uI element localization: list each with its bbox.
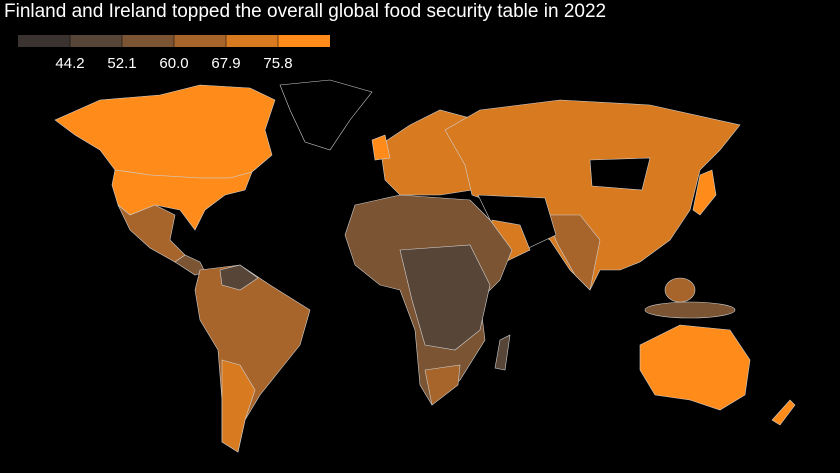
central-africa	[399, 244, 491, 351]
legend-tick-label: 75.8	[263, 55, 292, 72]
legend-tick-label: 52.1	[107, 55, 136, 72]
south-america	[194, 264, 311, 453]
new-zealand	[771, 399, 796, 426]
south-africa	[424, 364, 461, 406]
japan	[692, 169, 717, 216]
legend-swatch	[278, 35, 330, 47]
india	[544, 214, 601, 291]
legend-swatch	[18, 35, 70, 47]
mongolia	[589, 157, 651, 191]
uk-ireland	[371, 134, 391, 161]
legend-swatch	[226, 35, 278, 47]
borneo	[664, 277, 696, 303]
greenland	[279, 79, 373, 151]
world-map	[54, 79, 796, 453]
central-america	[174, 254, 206, 276]
mexico	[117, 204, 186, 263]
canada	[54, 84, 276, 179]
legend-tick-label: 44.2	[55, 55, 84, 72]
australia	[639, 324, 751, 411]
title: Finland and Ireland topped the overall g…	[4, 1, 606, 22]
legend-tick-label: 60.0	[159, 55, 188, 72]
madagascar	[494, 334, 511, 371]
indonesia	[644, 301, 736, 319]
chile-argentina	[221, 359, 256, 453]
legend-swatch	[174, 35, 226, 47]
legend-swatch	[70, 35, 122, 47]
legend: 44.2 52.1 60.0 67.9 75.8	[18, 35, 330, 72]
venezuela	[219, 264, 259, 291]
legend-tick-label: 67.9	[211, 55, 240, 72]
legend-swatch	[122, 35, 174, 47]
